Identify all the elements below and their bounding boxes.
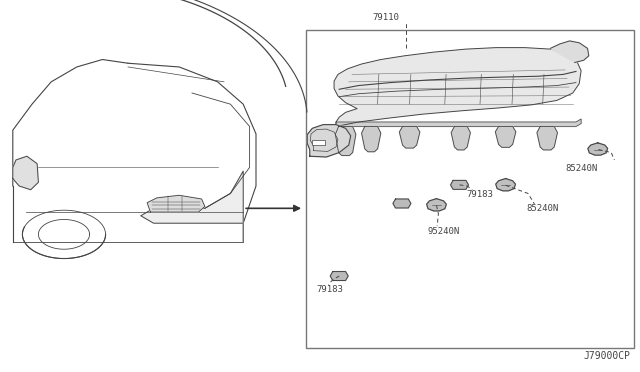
Bar (306, 30, 634, 348)
Polygon shape (588, 143, 607, 155)
Polygon shape (427, 199, 446, 211)
Bar (312, 140, 325, 145)
Polygon shape (336, 119, 581, 126)
Text: 79183: 79183 (317, 285, 344, 294)
Text: 79183: 79183 (466, 190, 493, 199)
Polygon shape (13, 156, 38, 190)
Polygon shape (334, 48, 581, 126)
Polygon shape (362, 126, 381, 152)
Polygon shape (330, 272, 348, 280)
Polygon shape (451, 180, 468, 189)
Text: 95240N: 95240N (428, 227, 460, 236)
Polygon shape (147, 195, 205, 212)
Text: J79000CP: J79000CP (584, 351, 630, 361)
Text: 85240N: 85240N (565, 164, 597, 173)
Polygon shape (537, 126, 557, 150)
Polygon shape (399, 126, 420, 148)
Polygon shape (335, 126, 356, 155)
Polygon shape (141, 171, 243, 223)
Polygon shape (496, 179, 515, 191)
Polygon shape (307, 125, 351, 157)
Polygon shape (393, 199, 411, 208)
Text: 79110: 79110 (372, 13, 399, 22)
Polygon shape (451, 126, 470, 150)
Polygon shape (550, 41, 589, 62)
Text: 85240N: 85240N (527, 204, 559, 213)
Polygon shape (495, 126, 516, 147)
